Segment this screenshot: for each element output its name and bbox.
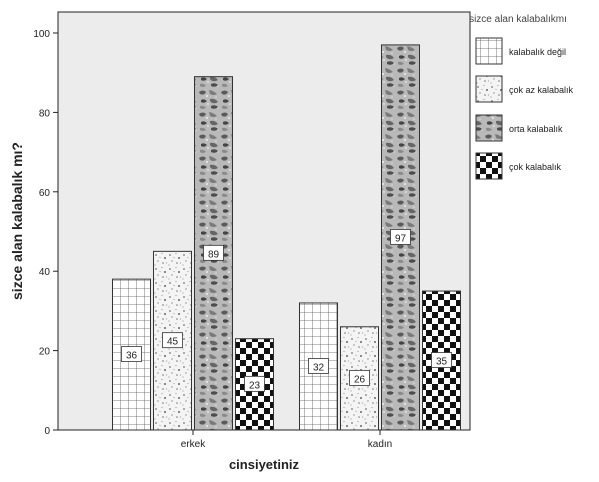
data-label-box [390, 229, 411, 245]
data-label: 89 [208, 249, 220, 260]
legend-item-label: orta kalabalık [509, 124, 563, 134]
data-label-box [162, 332, 183, 349]
data-label: 36 [126, 351, 138, 362]
data-label-box [203, 244, 224, 261]
data-label-box [121, 346, 142, 362]
y-tick-label: 20 [39, 347, 51, 358]
y-tick-label: 100 [33, 29, 50, 40]
y-axis-title: sizce alan kalabalık mı? [9, 142, 25, 300]
data-label: 23 [249, 380, 261, 391]
data-label: 97 [395, 233, 407, 244]
legend-swatch-rock [475, 114, 503, 142]
y-tick-label: 40 [39, 267, 51, 278]
legend-swatch-speckle [475, 75, 503, 103]
data-label-box [244, 375, 265, 392]
y-tick-label: 60 [39, 188, 51, 199]
data-label-box [431, 352, 452, 368]
data-label-box [349, 369, 370, 386]
legend-title: sizce alan kalabalıkmı [469, 14, 567, 25]
y-tick-label: 0 [44, 426, 50, 437]
legend-item-label: çok az kalabalık [509, 85, 574, 95]
legend-swatch-grid [475, 37, 503, 65]
x-axis-title: cinsiyetiniz [229, 457, 300, 472]
legend-swatch-checker [475, 152, 503, 180]
legend-item-label: çok kalabalık [509, 162, 562, 172]
x-tick-label: kadın [368, 439, 392, 450]
legend-item-label: kalabalık değil [509, 47, 566, 57]
data-label-box [308, 358, 329, 374]
y-tick-label: 80 [39, 108, 51, 119]
data-label: 32 [313, 362, 325, 373]
data-label: 26 [354, 374, 366, 385]
x-tick-label: erkek [181, 439, 206, 450]
data-label: 45 [167, 337, 179, 348]
data-label: 35 [436, 357, 448, 368]
